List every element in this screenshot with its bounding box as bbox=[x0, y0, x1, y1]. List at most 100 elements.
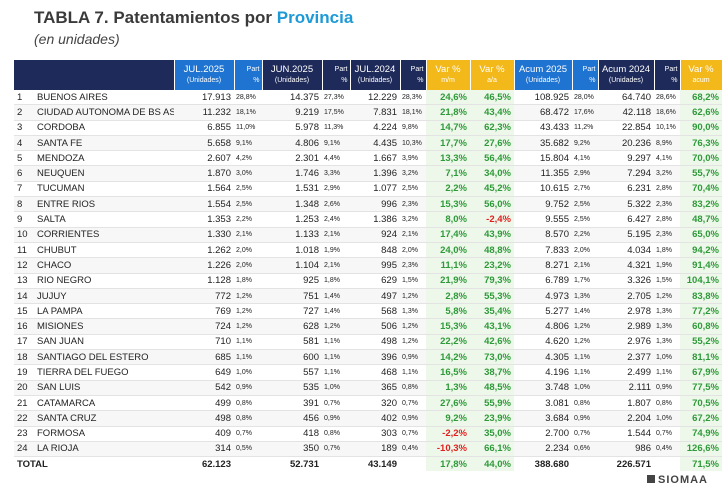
cell: 14 bbox=[14, 288, 34, 303]
cell: 5.277 bbox=[514, 304, 572, 319]
cell: 2,0% bbox=[400, 242, 426, 257]
cell: 995 bbox=[350, 258, 400, 273]
cell: 8.570 bbox=[514, 227, 572, 242]
cell: 1,1% bbox=[322, 350, 350, 365]
cell: 0,7% bbox=[572, 426, 598, 441]
cell: 55,7% bbox=[680, 166, 722, 181]
column-label: Var % bbox=[683, 64, 720, 75]
cell: 2,2% bbox=[572, 227, 598, 242]
cell: 1,2% bbox=[400, 334, 426, 349]
cell: 1.564 bbox=[174, 181, 234, 196]
cell: 4.321 bbox=[598, 258, 654, 273]
table-row: 11CHUBUT1.2622,0%1.0181,9%8482,0%24,0%48… bbox=[14, 242, 722, 257]
cell: 0,8% bbox=[654, 395, 680, 410]
cell: 2,1% bbox=[234, 227, 262, 242]
column-sub: acum bbox=[683, 75, 720, 86]
cell: 2,0% bbox=[234, 258, 262, 273]
cell: 23 bbox=[14, 426, 34, 441]
cell: 3,2% bbox=[654, 166, 680, 181]
cell: 18,1% bbox=[234, 105, 262, 120]
cell: 2,3% bbox=[654, 227, 680, 242]
cell: 14.375 bbox=[262, 90, 322, 105]
logo: SIOMAA bbox=[647, 474, 708, 486]
cell: 498 bbox=[174, 411, 234, 426]
cell: 2.499 bbox=[598, 365, 654, 380]
total-cell: 71,5% bbox=[680, 457, 722, 472]
cell: 9 bbox=[14, 212, 34, 227]
cell: 0,8% bbox=[322, 426, 350, 441]
column-header: Var %a/a bbox=[470, 60, 514, 90]
cell: 17.913 bbox=[174, 90, 234, 105]
cell: 9.752 bbox=[514, 197, 572, 212]
cell: 2,7% bbox=[572, 181, 598, 196]
total-cell: 226.571 bbox=[598, 457, 654, 472]
cell: 2.989 bbox=[598, 319, 654, 334]
cell: 16,5% bbox=[426, 365, 470, 380]
cell: -10,3% bbox=[426, 441, 470, 456]
cell: 0,7% bbox=[400, 426, 426, 441]
cell: 1,0% bbox=[654, 411, 680, 426]
cell: 13 bbox=[14, 273, 34, 288]
title-text: TABLA 7. Patentamientos por bbox=[34, 8, 272, 27]
cell: 45,2% bbox=[470, 181, 514, 196]
cell: 2,2% bbox=[234, 212, 262, 227]
province-name: SAN LUIS bbox=[34, 380, 174, 395]
province-name: CHACO bbox=[34, 258, 174, 273]
cell: 65,0% bbox=[680, 227, 722, 242]
table-row: 13RIO NEGRO1.1281,8%9251,8%6291,5%21,9%7… bbox=[14, 273, 722, 288]
cell: 76,3% bbox=[680, 135, 722, 150]
cell: 7.294 bbox=[598, 166, 654, 181]
cell: 2,3% bbox=[400, 258, 426, 273]
column-header: Part% bbox=[572, 60, 598, 90]
cell: 2.607 bbox=[174, 151, 234, 166]
cell: 5.322 bbox=[598, 197, 654, 212]
cell: 9.297 bbox=[598, 151, 654, 166]
title: TABLA 7. Patentamientos por Provincia bbox=[34, 8, 353, 28]
cell: 12.229 bbox=[350, 90, 400, 105]
total-cell bbox=[572, 457, 598, 472]
cell: 1,2% bbox=[234, 288, 262, 303]
cell: 2,1% bbox=[572, 258, 598, 273]
table-row: 16MISIONES7241,2%6281,2%5061,2%15,3%43,1… bbox=[14, 319, 722, 334]
cell: 0,9% bbox=[400, 411, 426, 426]
cell: 1.667 bbox=[350, 151, 400, 166]
cell: 21,9% bbox=[426, 273, 470, 288]
cell: 0,8% bbox=[234, 395, 262, 410]
province-name: CATAMARCA bbox=[34, 395, 174, 410]
column-sub: (Unidades) bbox=[601, 75, 652, 86]
cell: 8.271 bbox=[514, 258, 572, 273]
cell: 23,9% bbox=[470, 411, 514, 426]
cell: 15 bbox=[14, 304, 34, 319]
cell: 2.976 bbox=[598, 334, 654, 349]
cell: 0,7% bbox=[322, 395, 350, 410]
cell: 4.305 bbox=[514, 350, 572, 365]
cell: 1.386 bbox=[350, 212, 400, 227]
cell: 43,9% bbox=[470, 227, 514, 242]
cell: 17 bbox=[14, 334, 34, 349]
cell: 1.253 bbox=[262, 212, 322, 227]
column-sub: % bbox=[575, 75, 596, 86]
cell: 2,5% bbox=[234, 181, 262, 196]
cell: 17,7% bbox=[426, 135, 470, 150]
cell: 365 bbox=[350, 380, 400, 395]
cell: 2.705 bbox=[598, 288, 654, 303]
cell: 8 bbox=[14, 197, 34, 212]
cell: 11,2% bbox=[572, 120, 598, 135]
cell: 1,3% bbox=[654, 334, 680, 349]
cell: 6.231 bbox=[598, 181, 654, 196]
cell: 2.700 bbox=[514, 426, 572, 441]
table-row: 12CHACO1.2262,0%1.1042,1%9952,3%11,1%23,… bbox=[14, 258, 722, 273]
cell: 4,1% bbox=[572, 151, 598, 166]
cell: 4.806 bbox=[514, 319, 572, 334]
cell: 1,2% bbox=[400, 288, 426, 303]
cell: 17,6% bbox=[572, 105, 598, 120]
cell: 55,2% bbox=[680, 334, 722, 349]
total-cell: 43.149 bbox=[350, 457, 400, 472]
cell: 28,0% bbox=[572, 90, 598, 105]
cell: 848 bbox=[350, 242, 400, 257]
cell: 1,3% bbox=[654, 319, 680, 334]
cell: 925 bbox=[262, 273, 322, 288]
cell: 1.396 bbox=[350, 166, 400, 181]
cell: 9,1% bbox=[322, 135, 350, 150]
